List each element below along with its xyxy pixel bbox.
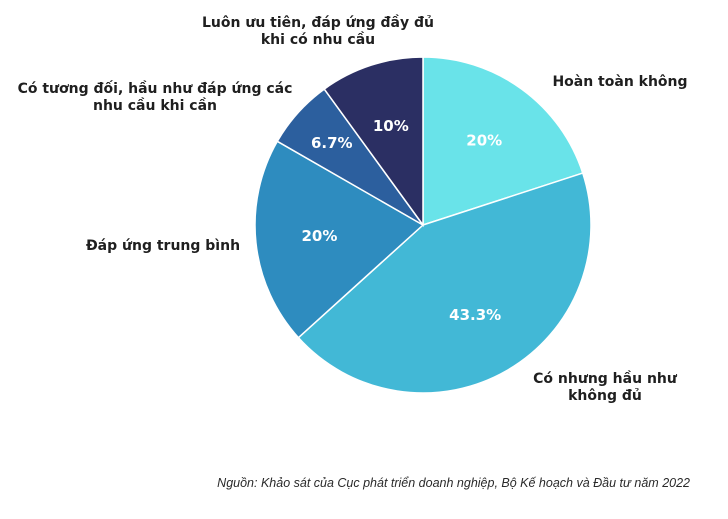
pie-category-label: Có tương đối, hầu như đáp ứng các nhu cầu… [18,80,293,114]
pie-value-label: 20% [301,227,337,245]
pie-value-label: 20% [466,132,502,150]
pie-category-label: Hoàn toàn không [552,74,687,90]
pie-slice-dap-ung-trung-binh [254,140,425,339]
pie-category-label: Luôn ưu tiên, đáp ứng đầy đủ khi có nhu c… [202,14,434,48]
pie-slice-co-nhung-hau-nhu-khong-du [297,172,592,394]
source-note: Nguồn: Khảo sát của Cục phát triển doanh… [217,476,690,490]
pie-slice-hoan-toan-khong [422,56,584,227]
pie-category-label: Đáp ứng trung bình [86,238,240,254]
pie-value-label: 43.3% [449,306,501,324]
pie-category-label: Có nhưng hầu như không đủ [533,370,678,404]
pie-value-label: 10% [373,117,409,135]
pie-slice-luon-uu-tien-dap-ung-day-du-kh [323,56,424,228]
pie-value-label: 6.7% [311,134,353,152]
